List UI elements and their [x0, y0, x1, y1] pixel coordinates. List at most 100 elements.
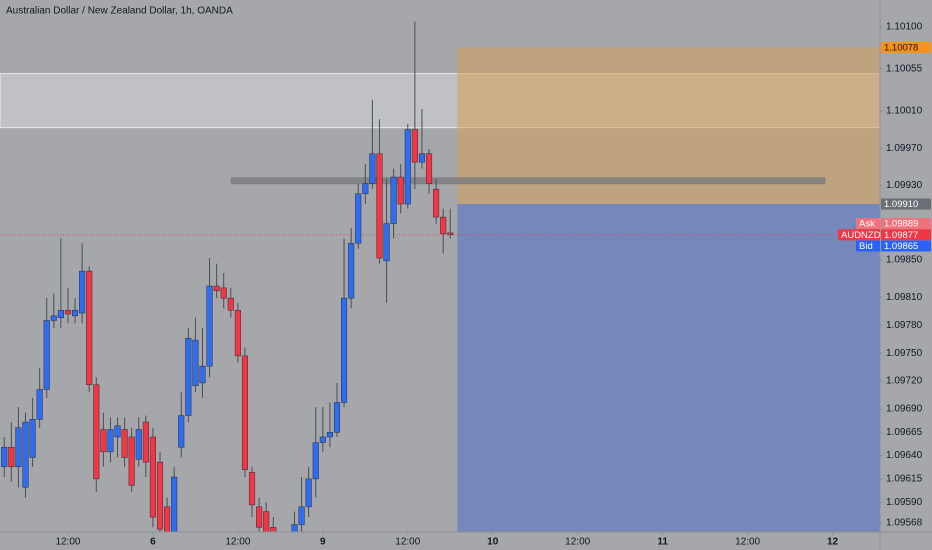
plot-area	[0, 21, 880, 550]
candle-body	[156, 461, 164, 530]
candle-body	[192, 339, 199, 386]
candle-body	[79, 270, 86, 314]
candle-body	[440, 216, 447, 235]
x-tick-label: 12:00	[225, 537, 250, 548]
candle-body	[305, 478, 312, 508]
x-tick-label: 12:00	[395, 537, 420, 548]
candle-body	[121, 429, 128, 458]
y-tick-label: 1.09665	[886, 427, 923, 438]
y-tick-label: 1.10100	[886, 22, 923, 33]
candle-body	[206, 285, 213, 367]
candle-body	[185, 337, 192, 416]
candle-body	[1, 446, 8, 468]
candle-body	[248, 472, 256, 506]
price-label: 1.10078	[881, 42, 931, 54]
price-label-value: 1.09910	[884, 199, 918, 210]
candle-body	[220, 287, 227, 299]
candle-body	[178, 415, 185, 448]
price-label-value: 1.09877	[884, 230, 918, 241]
candle-body	[362, 183, 369, 195]
candle-body	[270, 527, 277, 532]
candle-body	[8, 446, 15, 468]
candle-body	[128, 436, 135, 486]
candle-body	[36, 389, 43, 420]
price-label-box	[881, 240, 931, 252]
candle-body	[291, 524, 298, 532]
candle-body	[171, 476, 178, 532]
x-tick-label: 10	[487, 537, 499, 548]
candle-body	[263, 511, 270, 532]
price-tag: AUDNZD	[841, 230, 881, 241]
y-tick-label: 1.09640	[886, 450, 923, 461]
candle-body	[227, 297, 234, 311]
candle-body	[29, 419, 36, 458]
x-tick-label: 9	[320, 537, 326, 548]
candle-body	[447, 232, 454, 236]
price-tag-box	[856, 240, 880, 252]
candle-body	[433, 188, 440, 218]
candle-body	[114, 425, 121, 438]
y-tick-label: 1.09750	[886, 348, 923, 359]
candle-body	[341, 297, 348, 403]
price-tag-box	[856, 218, 880, 230]
candle-body	[312, 442, 319, 480]
candle-body	[418, 153, 425, 163]
candle-body	[71, 310, 79, 317]
y-tick-label: 1.09615	[886, 474, 923, 485]
candle-body	[278, 542, 284, 550]
price-tag-box	[838, 229, 880, 241]
y-tick-label: 1.10055	[886, 64, 923, 75]
candle-body	[411, 129, 418, 163]
x-tick-label: 12	[827, 537, 839, 548]
candle-body	[164, 506, 171, 532]
x-tick-label: 11	[657, 537, 668, 548]
price-label: 1.09865 Bid	[856, 240, 931, 252]
candle-body	[383, 223, 390, 262]
candle-body	[107, 429, 114, 453]
price-tag: Bid	[859, 241, 873, 252]
candle-body	[22, 421, 29, 488]
candle-body	[64, 310, 72, 315]
candle-body	[86, 270, 93, 386]
y-tick-label: 1.09568	[886, 517, 923, 528]
candle-body	[404, 129, 411, 205]
x-tick-label: 12:00	[735, 537, 760, 548]
y-tick-label: 1.09810	[886, 292, 923, 303]
candle-body	[348, 242, 355, 299]
candle-body	[326, 432, 333, 438]
price-tag: Ask	[859, 219, 875, 230]
candle-body	[298, 506, 305, 525]
candle-body	[241, 355, 249, 470]
zone	[457, 204, 880, 532]
x-tick-label: 12:00	[565, 537, 590, 548]
candle-body	[149, 436, 156, 518]
y-tick-label: 1.09850	[886, 255, 923, 266]
x-tick-label: 12:00	[55, 537, 80, 548]
candle-body	[142, 421, 149, 463]
y-tick-label: 1.09780	[886, 320, 923, 331]
price-label-box	[881, 198, 931, 210]
candle-body	[135, 429, 142, 460]
price-label: 1.09889 Ask	[856, 218, 931, 230]
price-label-value: 1.10078	[884, 43, 918, 54]
candle-body	[50, 315, 57, 321]
candle-body	[333, 402, 341, 433]
candle-body	[355, 193, 362, 244]
price-label-box	[881, 229, 931, 241]
price-label: 1.09910	[881, 198, 931, 210]
price-label-value: 1.09865	[884, 241, 918, 252]
candle-body	[199, 365, 206, 384]
y-tick-label: 1.09690	[886, 404, 923, 415]
y-tick-label: 1.09930	[886, 180, 923, 191]
candle-body	[93, 384, 100, 480]
candle-body	[43, 320, 50, 390]
x-tick-label: 6	[150, 537, 156, 548]
y-tick-label: 1.10010	[886, 106, 923, 117]
candle-body	[425, 153, 433, 184]
candle-body	[397, 176, 404, 205]
price-label-box	[881, 42, 931, 54]
y-tick-label: 1.09590	[886, 497, 923, 508]
